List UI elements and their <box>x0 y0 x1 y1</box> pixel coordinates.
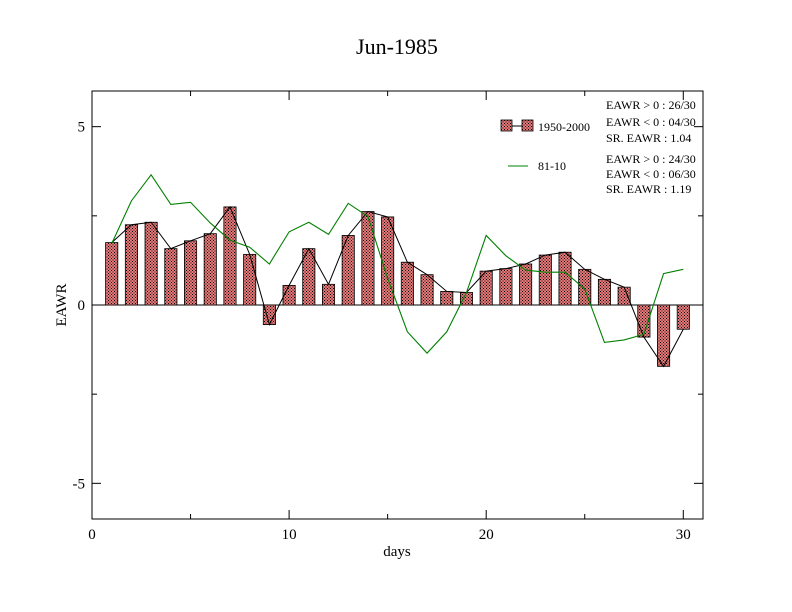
stat-negative-1950-2000: EAWR < 0 : 04/30 <box>606 115 696 129</box>
line-1950-2000 <box>111 205 684 368</box>
bar <box>499 268 513 306</box>
bars-1950-2000 <box>105 206 690 367</box>
bar <box>597 278 611 306</box>
chart-title: Jun-1985 <box>356 34 438 59</box>
stat-sr-81-10: SR. EAWR : 1.19 <box>606 182 691 196</box>
y-tick-label: -5 <box>73 476 86 492</box>
bar <box>558 251 572 306</box>
x-tick-label: 10 <box>282 527 297 543</box>
y-tick-label: 5 <box>78 120 86 136</box>
stats-81-10: EAWR > 0 : 24/30 EAWR < 0 : 06/30 SR. EA… <box>606 152 696 196</box>
bar <box>164 248 178 306</box>
bar <box>400 261 414 306</box>
bar <box>184 240 198 306</box>
legend-label-1950-2000: 1950-2000 <box>538 120 590 134</box>
series-line-81-10 <box>111 173 684 354</box>
x-tick-label: 30 <box>676 527 691 543</box>
bar <box>676 304 690 330</box>
bar <box>203 233 217 306</box>
bar <box>144 221 158 306</box>
y-axis-label: EAWR <box>54 284 70 327</box>
bar <box>361 211 375 306</box>
bar <box>617 286 631 306</box>
series-line-1950-2000 <box>111 205 684 368</box>
stat-positive-1950-2000: EAWR > 0 : 26/30 <box>606 98 696 112</box>
x-tick-label: 20 <box>479 527 494 543</box>
legend-label-81-10: 81-10 <box>538 159 566 173</box>
bar <box>124 224 138 306</box>
bar <box>538 254 552 306</box>
bar <box>105 242 119 306</box>
bar <box>223 206 237 306</box>
stat-sr-1950-2000: SR. EAWR : 1.04 <box>606 131 691 145</box>
axis-ticks: 0 10 20 30 -5 0 5 <box>73 91 703 543</box>
stats-1950-2000: EAWR > 0 : 26/30 EAWR < 0 : 04/30 SR. EA… <box>606 98 696 145</box>
stat-negative-81-10: EAWR < 0 : 06/30 <box>606 167 696 181</box>
bar <box>657 304 671 367</box>
legend-swatch-1950-2000-a <box>500 119 513 132</box>
legend: 1950-2000 81-10 <box>500 119 590 173</box>
bar <box>243 253 257 306</box>
bar <box>420 274 434 306</box>
bar <box>282 284 296 306</box>
bar <box>440 291 454 306</box>
x-tick-label: 0 <box>88 527 96 543</box>
x-axis-label: days <box>383 544 411 560</box>
line-81-10 <box>111 173 684 354</box>
stat-positive-81-10: EAWR > 0 : 24/30 <box>606 152 696 166</box>
bar <box>381 216 395 306</box>
y-tick-label: 0 <box>78 298 86 314</box>
legend-swatch-1950-2000-b <box>521 119 534 132</box>
bar <box>322 283 336 306</box>
bar <box>459 292 473 306</box>
